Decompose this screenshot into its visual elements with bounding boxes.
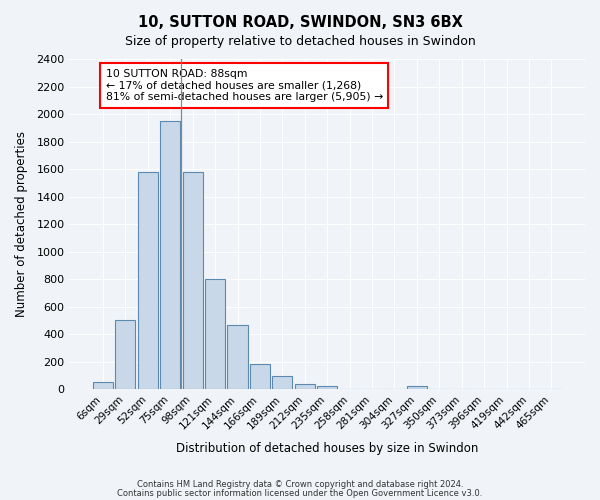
- Text: Contains public sector information licensed under the Open Government Licence v3: Contains public sector information licen…: [118, 488, 482, 498]
- Bar: [138, 172, 158, 389]
- Bar: [182, 172, 203, 389]
- Bar: [407, 386, 427, 389]
- Bar: [205, 279, 225, 389]
- Bar: [93, 382, 113, 389]
- Text: Contains HM Land Registry data © Crown copyright and database right 2024.: Contains HM Land Registry data © Crown c…: [137, 480, 463, 489]
- Text: Size of property relative to detached houses in Swindon: Size of property relative to detached ho…: [125, 35, 475, 48]
- Bar: [317, 386, 337, 389]
- Bar: [295, 384, 315, 389]
- Bar: [272, 376, 292, 389]
- Bar: [160, 121, 181, 389]
- Bar: [250, 364, 270, 389]
- Y-axis label: Number of detached properties: Number of detached properties: [15, 131, 28, 317]
- Text: 10 SUTTON ROAD: 88sqm
← 17% of detached houses are smaller (1,268)
81% of semi-d: 10 SUTTON ROAD: 88sqm ← 17% of detached …: [106, 69, 383, 102]
- Bar: [227, 324, 248, 389]
- Text: 10, SUTTON ROAD, SWINDON, SN3 6BX: 10, SUTTON ROAD, SWINDON, SN3 6BX: [137, 15, 463, 30]
- Bar: [115, 320, 136, 389]
- X-axis label: Distribution of detached houses by size in Swindon: Distribution of detached houses by size …: [176, 442, 478, 455]
